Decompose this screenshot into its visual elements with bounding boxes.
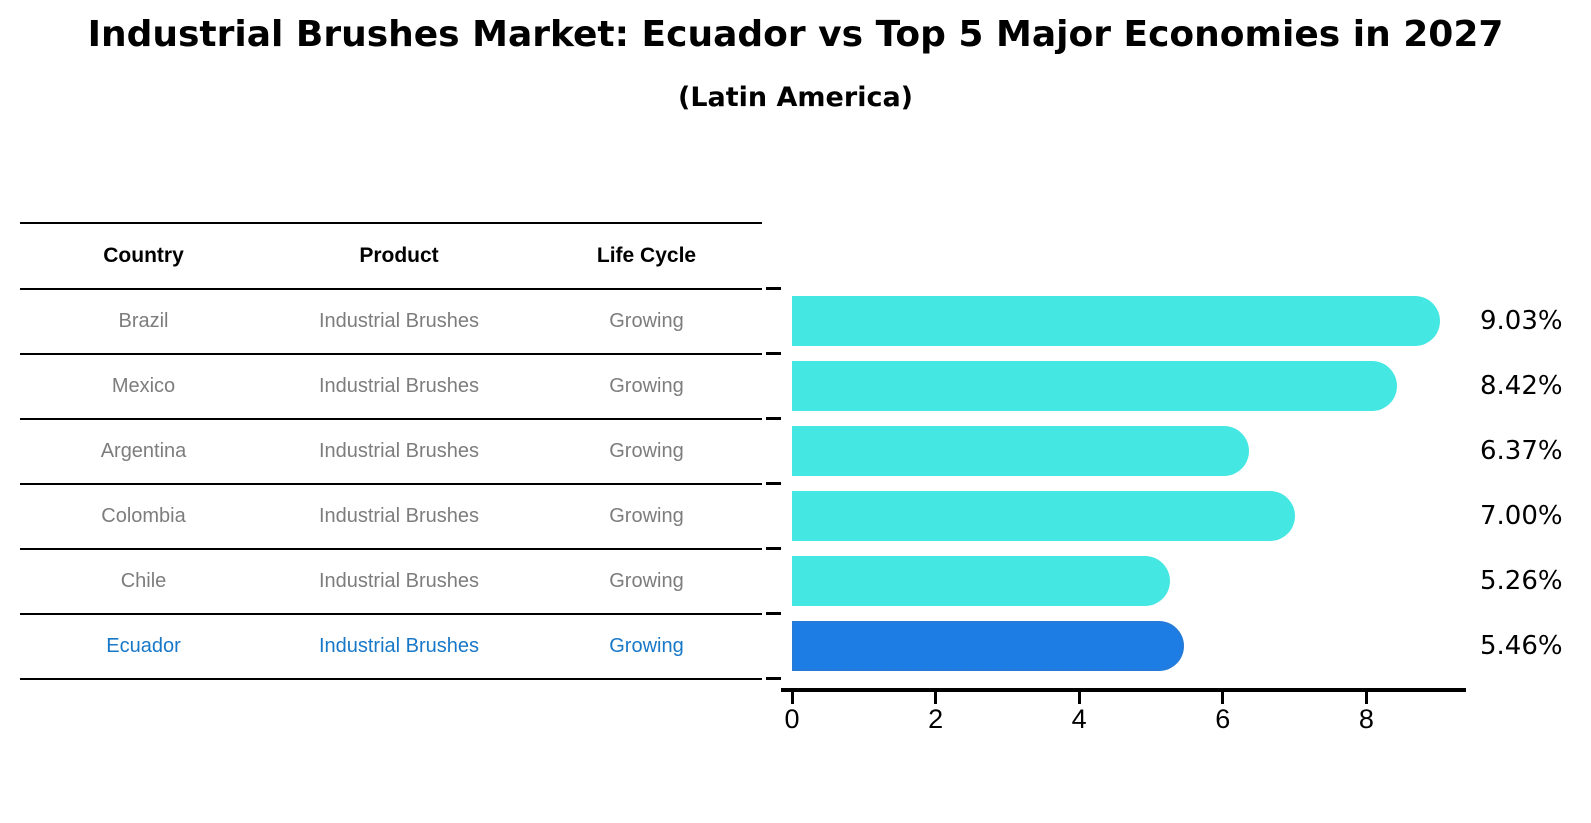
table-row: Colombia Industrial Brushes Growing [20,485,762,550]
y-axis-tick [766,351,781,355]
data-table: Country Product Life Cycle Brazil Industr… [20,222,762,680]
x-axis-tick-label: 4 [1071,704,1087,734]
table-row: Brazil Industrial Brushes Growing [20,290,762,355]
cell-lifecycle: Growing [609,570,684,592]
header-cell-country: Country [103,244,184,267]
cell-country: Colombia [101,505,186,527]
bar-colombia [792,490,1295,541]
bar-argentina [792,425,1250,476]
bar-value-label: 5.46% [1480,630,1563,661]
bar-highlight-ecuador [792,620,1185,671]
y-axis-tick [766,676,781,680]
x-axis-tick [1077,692,1081,704]
cell-lifecycle: Growing [609,440,684,462]
cell-product: Industrial Brushes [318,375,480,397]
table-row: Chile Industrial Brushes Growing [20,550,762,615]
cell-product: Industrial Brushes [318,310,480,332]
cell-country: Chile [120,570,167,592]
bar-value-label: 5.26% [1480,565,1563,596]
page-subtitle: (Latin America) [677,82,914,113]
x-axis-line [781,688,1466,692]
y-axis-tick [766,416,781,420]
header-cell-life-cycle: Life Cycle [596,244,697,267]
cell-lifecycle: Growing [609,505,684,527]
table-body: Brazil Industrial Brushes Growing Mexico Ind… [20,290,762,680]
y-axis-tick [766,286,781,290]
bar-value-label: 8.42% [1480,370,1563,401]
x-axis-tick-label: 2 [928,704,944,734]
x-axis-tick [790,692,794,704]
bar-mexico [792,360,1397,411]
cell-country: Mexico [111,375,176,397]
x-axis-tick-label: 6 [1215,704,1231,734]
cell-product: Industrial Brushes [318,505,480,527]
x-axis-tick-label: 0 [784,704,800,734]
table-row: Argentina Industrial Brushes Growing [20,420,762,485]
table-row: Mexico Industrial Brushes Growing [20,355,762,420]
bar-chile [792,555,1170,606]
y-axis-tick [766,481,781,485]
y-axis-tick [766,611,781,615]
page-title: Industrial Brushes Market: Ecuador vs To… [87,14,1504,55]
cell-lifecycle: Growing [609,310,684,332]
cell-product: Industrial Brushes [318,570,480,592]
x-axis-tick [1221,692,1225,704]
bar-value-label: 6.37% [1480,435,1563,466]
cell-product: Industrial Brushes [318,635,480,657]
table-header-row: Country Product Life Cycle [20,224,762,290]
y-axis-tick [766,546,781,550]
x-axis-tick [934,692,938,704]
bar-brazil [792,295,1441,346]
cell-lifecycle: Growing [609,635,684,657]
bar-value-label: 7.00% [1480,500,1563,531]
cell-lifecycle: Growing [609,375,684,397]
header-cell-product: Product [359,244,439,267]
table-row: Ecuador Industrial Brushes Growing [20,615,762,680]
cell-country: Brazil [118,310,169,332]
bar-value-label: 9.03% [1480,305,1563,336]
x-axis-tick [1364,692,1368,704]
cell-product: Industrial Brushes [318,440,480,462]
cell-country: Ecuador [106,635,181,657]
cell-country: Argentina [100,440,187,462]
x-axis-tick-label: 8 [1358,704,1374,734]
